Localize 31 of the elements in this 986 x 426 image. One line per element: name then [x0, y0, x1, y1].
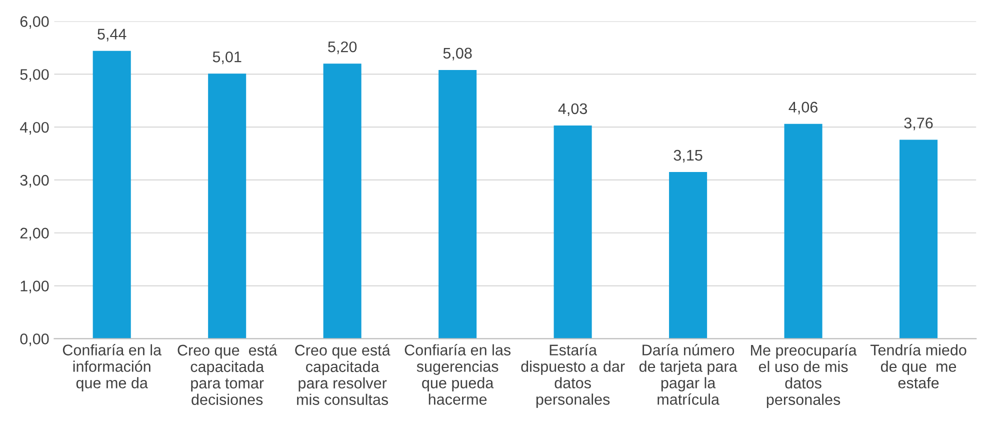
bar — [92, 50, 131, 339]
x-tick-label: Tendría miedo de que me estafe — [870, 344, 966, 388]
data-label: 4,03 — [558, 103, 587, 116]
data-label: 5,20 — [328, 41, 357, 54]
bar — [208, 74, 246, 339]
x-tick-label: Confiaría en la información que me da — [62, 344, 162, 392]
data-label: 3,15 — [674, 150, 702, 162]
y-tick-label: 6,00 — [20, 16, 49, 29]
y-tick-label: 2,00 — [20, 228, 49, 240]
data-label: 5,01 — [212, 51, 242, 64]
data-label: 5,44 — [98, 28, 126, 42]
y-tick-label: 3,00 — [20, 174, 49, 188]
y-tick-label: 1,00 — [20, 280, 49, 294]
x-tick-label: Daría número de tarjeta para pagar la matrícula — [639, 344, 738, 405]
bar — [323, 64, 362, 339]
bar — [554, 126, 592, 339]
x-tick-label: Me preocuparía el uso de mis datos personales — [751, 344, 857, 408]
y-tick-label: 5,00 — [20, 69, 49, 82]
bar — [669, 172, 708, 339]
x-tick-label: Creo que está capacitada para resolver mis consultas — [295, 344, 390, 405]
data-label: 3,76 — [904, 118, 933, 130]
x-tick-label: Estaría dispuesto a dar datos personales — [521, 344, 625, 408]
x-tick-label: Confiaría en las sugerencias que pueda hacerme — [404, 344, 511, 405]
bar — [438, 70, 477, 339]
bar — [900, 140, 938, 339]
y-tick-label: 0,00 — [20, 334, 49, 346]
y-tick-label: 4,00 — [20, 122, 49, 135]
x-tick-label: Creo que está capacitada para tomar decisiones — [178, 344, 278, 405]
data-label: 4,06 — [788, 102, 818, 114]
bar — [784, 124, 822, 339]
data-label: 5,08 — [443, 48, 472, 60]
